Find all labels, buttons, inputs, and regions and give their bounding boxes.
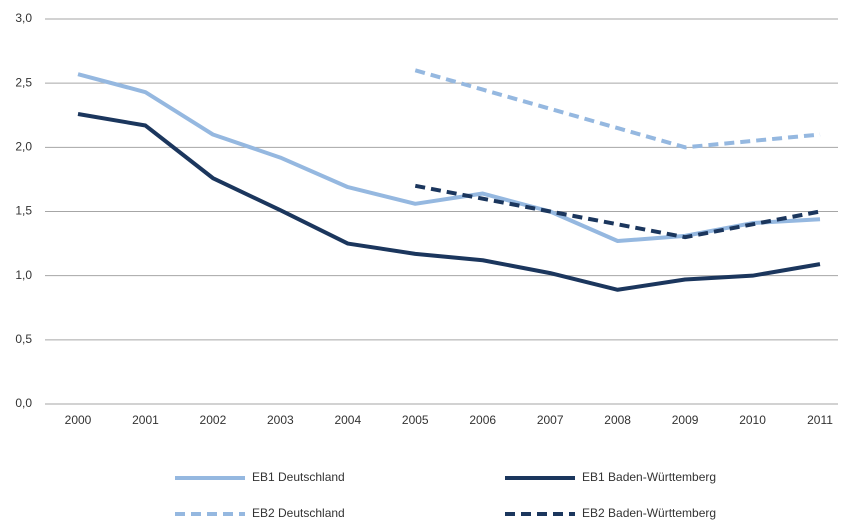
line-series: [414, 68, 821, 150]
x-tick-label: 2010: [739, 413, 766, 427]
y-tick-label: 2,5: [15, 75, 32, 89]
y-tick-label: 2,0: [15, 140, 32, 154]
x-tick-label: 2003: [267, 413, 294, 427]
x-tick-label: 2005: [402, 413, 429, 427]
x-tick-label: 2008: [604, 413, 631, 427]
x-tick-label: 2000: [65, 413, 92, 427]
x-tick-label: 2011: [807, 413, 833, 427]
legend-label: EB1 Baden-Württemberg: [582, 470, 716, 484]
x-tick-label: 2006: [469, 413, 496, 427]
y-tick-label: 1,0: [15, 268, 32, 282]
x-tick-label: 2001: [132, 413, 159, 427]
x-tick-label: 2007: [537, 413, 564, 427]
x-tick-label: 2002: [200, 413, 227, 427]
x-tick-label: 2009: [672, 413, 699, 427]
line-series: [414, 183, 821, 240]
y-tick-label: 0,0: [15, 396, 32, 410]
legend-label: EB1 Deutschland: [252, 470, 345, 484]
y-tick-label: 0,5: [15, 332, 32, 346]
x-tick-label: 2004: [334, 413, 361, 427]
legend-label: EB2 Baden-Württemberg: [582, 506, 716, 520]
legend-label: EB2 Deutschland: [252, 506, 345, 520]
y-tick-label: 3,0: [15, 11, 32, 25]
line-series: [77, 111, 821, 292]
line-series: [77, 72, 821, 244]
y-tick-label: 1,5: [15, 204, 32, 218]
